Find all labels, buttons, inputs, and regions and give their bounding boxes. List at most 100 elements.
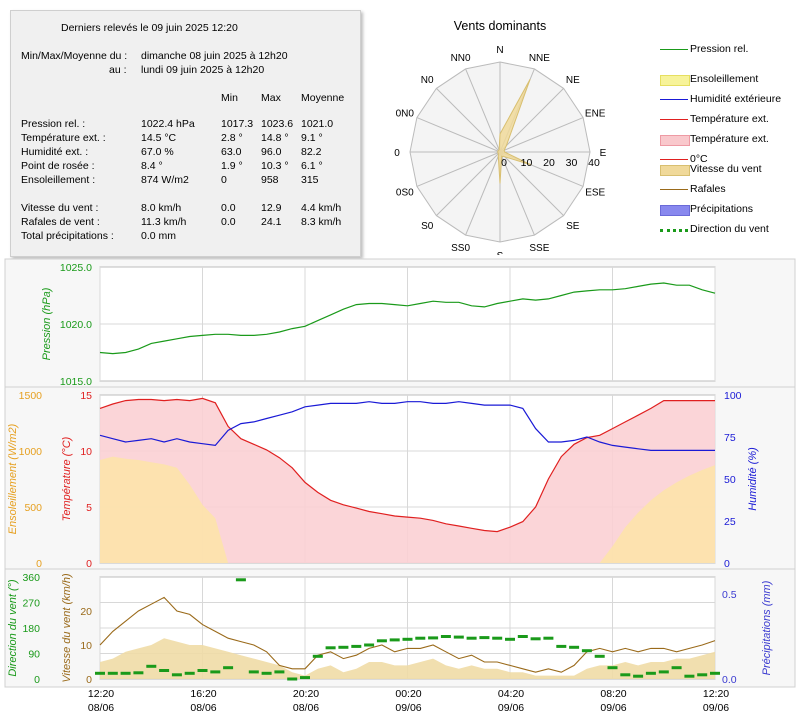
stats-row-1-max: 14.8 °: [261, 132, 289, 144]
wind-rose-data: [497, 78, 532, 184]
legend-item: Pression rel.: [655, 43, 800, 57]
pressure-axis-label: Pression (hPa): [41, 287, 53, 360]
wind-direction-mark: [697, 673, 708, 677]
wind-direction-mark: [287, 677, 298, 681]
wind-direction-mark: [530, 637, 541, 641]
stats-row-0-label: Pression rel. :: [21, 118, 86, 130]
stats-row2-0-label: Vitesse du vent :: [21, 202, 99, 214]
x-tick-date: 08/06: [190, 702, 216, 714]
pressure-tick-label: 1015.0: [60, 376, 92, 388]
wind-direction-mark: [466, 636, 477, 640]
wind-direction-mark: [364, 643, 375, 647]
x-tick-date: 09/06: [703, 702, 729, 714]
humidity-tick-label: 75: [724, 432, 736, 444]
stats-row-2-label: Humidité ext. :: [21, 146, 89, 158]
legend-label: Pression rel.: [690, 43, 749, 55]
pressure-line: [99, 282, 716, 355]
stats-row-2-min: 63.0: [221, 146, 242, 158]
stats-row-3-label: Point de rosée :: [21, 160, 95, 172]
stats-row-2-max: 96.0: [261, 146, 282, 158]
wind-rose-spoke: [499, 88, 564, 153]
wind-rose-tick-label: 40: [588, 157, 600, 169]
temperature-axis-label: Température (°C): [61, 436, 73, 521]
wind-direction-mark: [684, 674, 695, 678]
stats-row2-0-max: 12.9: [261, 202, 282, 214]
stats-row-0-current: 1022.4 hPa: [141, 118, 195, 130]
legend-label: 0°C: [690, 153, 708, 165]
wind-rose-dir-label: N0: [421, 75, 434, 86]
stats-row2-0-current: 8.0 km/h: [141, 202, 182, 214]
wind-rose-dir-label: SSE: [529, 243, 549, 254]
direction-tick-label: 90: [28, 649, 40, 661]
temperature-tick-label: 15: [80, 390, 92, 402]
stats-row2-0-min: 0.0: [221, 202, 236, 214]
stats-row-1-avg: 9.1 °: [301, 132, 323, 144]
temperature-tick-label: 10: [80, 446, 92, 458]
gust-line: [99, 596, 716, 673]
sunshine-area: [100, 456, 715, 563]
col-avg-header: Moyenne: [301, 92, 345, 104]
wind-rose-spoke: [416, 151, 501, 187]
chart-panel-bg: [4, 258, 796, 390]
legend-item: Vitesse du vent: [655, 163, 800, 177]
range-to-value: lundi 09 juin 2025 à 12h20: [141, 64, 265, 76]
wind-direction-mark: [594, 654, 605, 658]
wind-rose-spoke: [436, 151, 501, 216]
wind-speed-tick-label: 0: [86, 674, 92, 686]
pressure-tick-label: 1025.0: [60, 262, 92, 274]
stats-row2-1-max: 24.1: [261, 216, 282, 228]
wind-direction-mark: [633, 674, 644, 678]
humidity-tick-label: 0: [724, 558, 730, 570]
stats-row2-1-avg: 8.3 km/h: [301, 216, 342, 228]
wind-direction-mark: [184, 671, 195, 675]
stats-row-3-avg: 6.1 °: [301, 160, 323, 172]
wind-rose-tick-label: 10: [521, 157, 533, 169]
legend-label: Rafales: [690, 183, 726, 195]
legend-label: Vitesse du vent: [690, 163, 762, 175]
col-min-header: Min: [221, 92, 238, 104]
wind-rose-dir-label: NNE: [529, 53, 550, 64]
legend-swatch-box: [660, 135, 690, 146]
legend-label: Température ext.: [690, 133, 769, 145]
wind-direction-mark: [505, 637, 515, 641]
stats-row-4-min: 0: [221, 174, 227, 186]
wind-direction-mark: [312, 654, 323, 658]
wind-direction-mark: [261, 671, 272, 675]
direction-tick-label: 180: [22, 623, 40, 635]
wind-direction-mark: [517, 635, 528, 638]
wind-direction-mark: [620, 673, 631, 677]
legend-label: Température ext.: [690, 113, 769, 125]
wind-rose-chart: Vents dominants 0 10 20 30 40 N NNE NE ENE E ESE SE S…: [394, 19, 606, 255]
legend-item: Humidité extérieure: [655, 93, 800, 107]
stats-row-1-min: 2.8 °: [221, 132, 243, 144]
wind-direction-mark: [607, 666, 618, 670]
wind-rose-spoke: [465, 151, 501, 236]
stats-title: Derniers relevés le 09 juin 2025 12:20: [61, 22, 238, 34]
wind-direction-mark: [389, 638, 400, 642]
wind-direction-mark: [146, 664, 157, 668]
stats-row-4-avg: 315: [301, 174, 319, 186]
legend-item: Direction du vent: [655, 223, 800, 237]
wind-rose-spoke: [499, 151, 564, 216]
stats-row2-1-min: 0.0: [221, 216, 236, 228]
chart-plot-area: [99, 266, 716, 382]
legend-label: Direction du vent: [690, 223, 769, 235]
direction-axis-label: Direction du vent (°): [7, 579, 19, 677]
wind-rose-dir-label: 0: [394, 148, 400, 159]
range-to-label: au :: [109, 64, 127, 76]
stats-row-0-avg: 1021.0: [301, 118, 334, 130]
temperature-tick-label: 0: [86, 558, 92, 570]
humidity-axis-label: Humidité (%): [747, 447, 759, 511]
legend-item: Ensoleillement: [655, 73, 800, 87]
stats-row2-0-avg: 4.4 km/h: [301, 202, 342, 214]
range-from-label: Min/Max/Moyenne du :: [21, 50, 128, 62]
x-tick-time: 04:20: [498, 688, 524, 700]
x-tick-time: 08:20: [600, 688, 626, 700]
wind-direction-mark: [415, 636, 426, 640]
sunshine-tick-label: 500: [24, 502, 42, 514]
precipitation-axis-label: Précipitations (mm): [761, 580, 773, 675]
wind-speed-axis-label: Vitesse du vent (km/h): [61, 573, 73, 683]
stats-row2-2-label: Total précipitations :: [21, 230, 114, 242]
wind-direction-mark: [171, 673, 182, 677]
wind-direction-mark: [274, 670, 285, 674]
